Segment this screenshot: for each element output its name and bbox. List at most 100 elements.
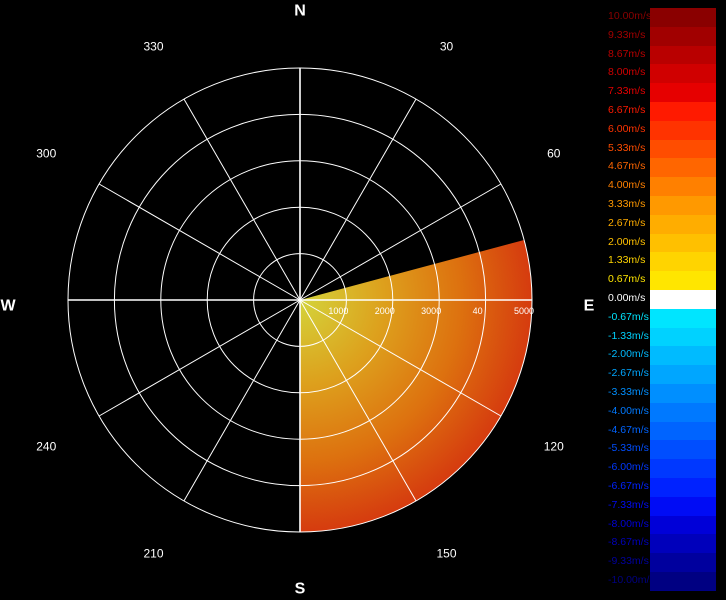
legend-entry: -4.67m/s <box>606 421 718 441</box>
legend-label: 10.00m/s <box>608 10 652 22</box>
legend-swatch <box>650 496 716 516</box>
color-scale-legend: 10.00m/s 9.33m/s 8.67m/s 8.00m/s 7.33m/s 6.67… <box>606 8 718 592</box>
range-tick-label: 3000 <box>421 306 441 316</box>
azimuth-spoke <box>183 98 301 301</box>
legend-entry: 4.00m/s <box>606 177 718 197</box>
legend-entry: 0.00m/s <box>606 290 718 309</box>
legend-entry: -8.00m/s <box>606 515 718 535</box>
legend-entry: -5.33m/s <box>606 440 718 460</box>
legend-swatch <box>650 196 716 215</box>
cardinal-label-south: S <box>295 581 306 598</box>
legend-label: -4.67m/s <box>608 423 649 436</box>
legend-entry: -1.33m/s <box>606 327 718 347</box>
cardinal-label-east: E <box>584 298 595 315</box>
legend-swatch <box>650 553 716 573</box>
legend-label: -0.67m/s <box>608 310 649 323</box>
legend-label: -5.33m/s <box>608 442 649 455</box>
legend-swatch <box>650 327 716 347</box>
legend-entry: -0.67m/s <box>606 308 718 328</box>
azimuth-spoke <box>299 299 502 417</box>
azimuth-spoke <box>299 299 417 502</box>
polar-grid <box>67 67 533 533</box>
angle-tick-label: 150 <box>436 547 456 561</box>
polar-labels: N E S W 30 60 120 150 210 240 300 330 1000 2000 3000 40… <box>0 3 594 598</box>
legend-swatch <box>650 534 716 554</box>
azimuth-spoke <box>98 183 301 301</box>
range-tick-label: 2000 <box>375 306 395 316</box>
legend-entry: 2.67m/s <box>606 214 718 234</box>
legend-entry: -7.33m/s <box>606 496 718 516</box>
angle-tick-label: 330 <box>143 39 163 53</box>
legend-label: 2.00m/s <box>608 235 646 248</box>
legend-entry: -3.33m/s <box>606 384 718 403</box>
legend-entry: 6.00m/s <box>606 120 718 140</box>
angle-tick-label: 210 <box>143 547 163 561</box>
legend-swatch <box>650 120 716 140</box>
legend-label: -4.00m/s <box>608 404 649 417</box>
legend-swatch <box>650 384 716 403</box>
legend-entry: -2.67m/s <box>606 365 718 385</box>
angle-tick-label: 30 <box>440 39 454 53</box>
legend-swatch <box>650 139 716 159</box>
legend-entry: 2.00m/s <box>606 233 718 253</box>
legend-entry: -4.00m/s <box>606 402 718 422</box>
legend-label: 3.33m/s <box>608 198 646 210</box>
legend-swatch <box>650 83 716 103</box>
legend-label: 4.67m/s <box>608 160 646 173</box>
legend-swatch <box>650 478 716 497</box>
legend-entry: 9.33m/s <box>606 26 718 46</box>
legend-swatch <box>650 45 716 65</box>
legend-entry: 8.67m/s <box>606 45 718 65</box>
legend-label: -3.33m/s <box>608 386 649 398</box>
azimuth-spoke <box>183 299 301 502</box>
angle-tick-label: 120 <box>544 440 564 454</box>
legend-label: 9.33m/s <box>608 28 646 41</box>
legend-entry: 0.67m/s <box>606 271 718 291</box>
cardinal-label-north: N <box>294 3 306 20</box>
legend-label: -6.00m/s <box>608 461 649 474</box>
legend-swatch <box>650 233 716 253</box>
legend-label: -7.33m/s <box>608 498 649 511</box>
legend-swatch <box>650 252 716 272</box>
legend-entry: -8.67m/s <box>606 534 718 554</box>
legend-swatch <box>650 177 716 197</box>
legend-label: -8.00m/s <box>608 517 649 530</box>
legend-label: -9.33m/s <box>608 555 649 568</box>
legend-swatch <box>650 8 716 27</box>
legend-swatch <box>650 214 716 234</box>
legend-swatch <box>650 158 716 178</box>
legend-swatch <box>650 308 716 328</box>
legend-label: -6.67m/s <box>608 480 649 492</box>
legend-entry: 6.67m/s <box>606 102 718 121</box>
legend-swatch <box>650 402 716 422</box>
azimuth-spoke <box>299 98 417 301</box>
range-tick-label: 40 <box>473 306 483 316</box>
legend-label: 4.00m/s <box>608 179 646 192</box>
legend-entry: -6.00m/s <box>606 459 718 479</box>
legend-label: 6.00m/s <box>608 122 646 135</box>
range-tick-label: 1000 <box>328 306 348 316</box>
velocity-fill <box>300 239 532 532</box>
legend-label: 5.33m/s <box>608 141 646 154</box>
legend-label: -1.33m/s <box>608 329 649 342</box>
legend-entry: -9.33m/s <box>606 553 718 573</box>
legend-entry: -10.00m/s <box>606 572 718 591</box>
legend-swatch <box>650 26 716 46</box>
cardinal-label-west: W <box>0 298 16 315</box>
azimuth-spoke <box>299 183 502 301</box>
legend-entry: 10.00m/s <box>606 8 718 27</box>
legend-swatch <box>650 421 716 441</box>
velocity-sector <box>300 239 532 532</box>
legend-label: 2.67m/s <box>608 216 646 229</box>
legend-label: -2.00m/s <box>608 348 649 361</box>
legend-entry: 1.33m/s <box>606 252 718 272</box>
legend-entry: 7.33m/s <box>606 83 718 103</box>
legend-label: 8.00m/s <box>608 66 646 79</box>
legend-entry: 5.33m/s <box>606 139 718 159</box>
legend-label: -8.67m/s <box>608 536 649 549</box>
legend-label: -2.67m/s <box>608 367 649 380</box>
legend-swatch <box>650 290 716 309</box>
legend-swatch <box>650 572 716 591</box>
angle-tick-label: 300 <box>36 147 56 161</box>
legend-entry: -6.67m/s <box>606 478 718 497</box>
